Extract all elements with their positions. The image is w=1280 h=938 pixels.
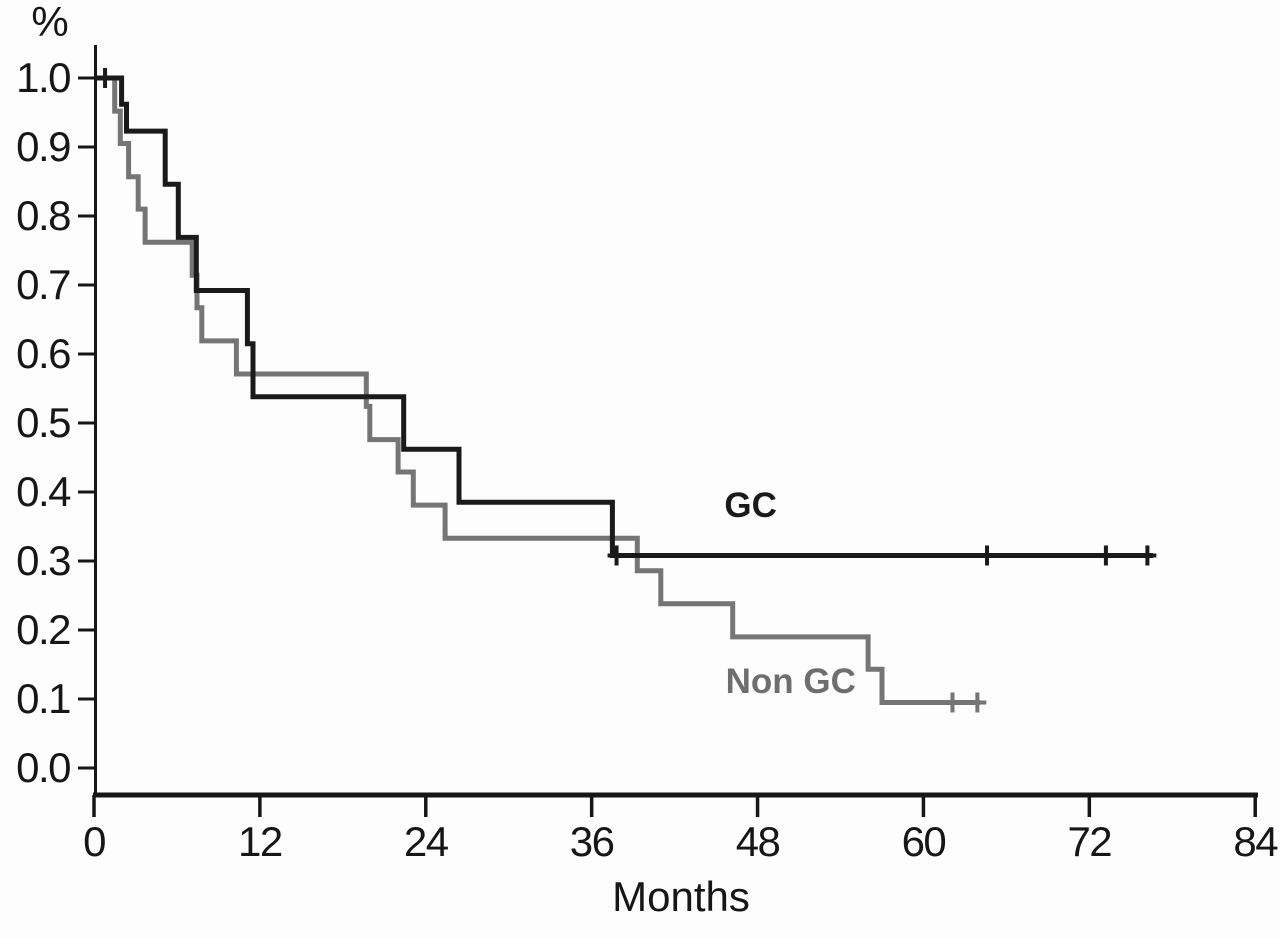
series-label-gc: GC bbox=[724, 486, 777, 525]
censor-mark-gc bbox=[96, 68, 115, 88]
censor-mark-gc bbox=[1138, 545, 1157, 566]
y-tick-label: 0.0 bbox=[16, 744, 70, 791]
y-tick-label: 0.6 bbox=[16, 330, 70, 377]
x-tick-label: 72 bbox=[1067, 818, 1111, 865]
x-tick-label: 84 bbox=[1233, 818, 1278, 865]
y-tick-label: 0.3 bbox=[16, 537, 70, 584]
y-tick-label: 0.7 bbox=[16, 261, 70, 308]
y-tick-label: 0.9 bbox=[16, 123, 70, 170]
km-curve-non-gc bbox=[94, 75, 981, 705]
censor-mark-non-gc bbox=[968, 692, 987, 713]
x-axis-title: Months bbox=[612, 873, 750, 920]
y-tick-label: 0.8 bbox=[16, 192, 70, 239]
censor-mark-non-gc bbox=[943, 692, 962, 713]
y-tick-label: 0.1 bbox=[16, 675, 70, 722]
x-tick-label: 48 bbox=[736, 818, 780, 865]
censor-mark-gc bbox=[978, 545, 997, 566]
axes-layer: 0 12 24 36 48 60 72 84 0.0 0.1 0.2 0.3 0.4 0.5 0.6 0.7 0… bbox=[16, 45, 1280, 865]
x-tick-label: 0 bbox=[83, 818, 105, 865]
x-tick-label: 36 bbox=[570, 818, 614, 865]
x-tick-label: 60 bbox=[902, 818, 946, 865]
censor-mark-gc bbox=[607, 545, 626, 566]
y-axis-unit-label: % bbox=[31, 0, 68, 45]
x-tick-label: 12 bbox=[238, 818, 282, 865]
y-tick-label: 1.0 bbox=[16, 54, 70, 101]
y-tick-label: 0.5 bbox=[16, 399, 70, 446]
y-tick-label: 0.4 bbox=[16, 468, 71, 515]
censor-mark-gc bbox=[1096, 545, 1115, 566]
x-tick-label: 24 bbox=[404, 818, 449, 865]
y-tick-label: 0.2 bbox=[16, 606, 70, 653]
km-curve-gc bbox=[94, 75, 1153, 558]
curves-layer bbox=[94, 68, 1157, 713]
labels-layer: % Months GC Non GC bbox=[31, 0, 856, 920]
series-label-non-gc: Non GC bbox=[726, 662, 856, 701]
